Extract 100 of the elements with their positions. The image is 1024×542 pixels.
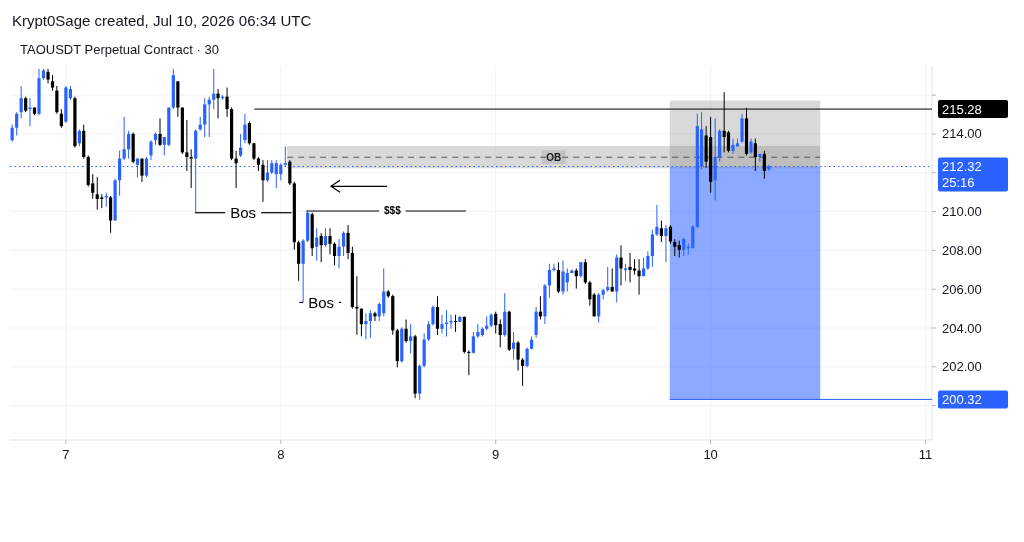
candlestick <box>561 260 565 296</box>
text: 25:16 <box>942 175 975 191</box>
candlestick <box>297 240 301 282</box>
candlestick <box>19 85 23 119</box>
candlestick <box>726 130 731 153</box>
candlestick <box>59 108 63 129</box>
candlestick <box>427 320 431 342</box>
x-tick-label: 8 <box>277 447 285 462</box>
candlestick <box>234 150 238 189</box>
candlestick <box>431 305 435 327</box>
candlestick <box>498 318 502 348</box>
candlestick <box>588 280 592 306</box>
candlestick <box>149 139 153 161</box>
candlestick <box>494 311 498 334</box>
candlestick <box>655 204 659 237</box>
candlestick <box>319 232 323 263</box>
candlestick <box>122 116 126 161</box>
candlestick <box>552 263 556 273</box>
candlestick <box>511 331 516 361</box>
candlestick <box>525 346 529 368</box>
ref-line-label: 200.32 <box>942 391 982 407</box>
x-tick-label: 10 <box>703 447 718 462</box>
candlestick <box>332 241 337 266</box>
candlestick <box>740 113 744 144</box>
candlestick <box>606 266 610 293</box>
candlestick <box>628 252 632 283</box>
candlestick <box>404 318 408 344</box>
y-tick-label: 206.00 <box>942 281 982 297</box>
candlestick <box>359 308 363 337</box>
candlestick <box>659 219 664 243</box>
candlestick <box>301 238 305 303</box>
candlestick <box>610 267 614 293</box>
candlestick <box>453 314 458 333</box>
candlestick <box>758 153 762 163</box>
candlestick <box>368 309 373 339</box>
ref-line-label: 212.32 <box>942 159 982 175</box>
candlestick <box>243 113 247 144</box>
candlestick <box>315 227 319 262</box>
candlestick <box>556 261 561 294</box>
candlestick <box>203 97 207 138</box>
candlestick <box>382 267 386 317</box>
y-tick-label: 204.00 <box>942 320 982 336</box>
candlestick <box>274 159 278 189</box>
candlestick <box>731 138 735 155</box>
candlestick <box>364 312 368 340</box>
candlestick <box>216 88 220 119</box>
candlestick <box>323 227 328 248</box>
candlestick <box>449 314 453 330</box>
candlestick <box>341 230 346 257</box>
candlestick <box>261 159 265 203</box>
x-tick-label: 11 <box>918 447 933 462</box>
y-tick-label: 210.00 <box>942 204 982 220</box>
candlestick <box>583 258 587 285</box>
chart-title: TAOUSDT Perpetual Contract · 30 <box>20 42 219 57</box>
candlestick <box>212 68 216 110</box>
candlestick <box>646 250 650 271</box>
candlestick <box>225 87 229 118</box>
candlestick <box>664 224 668 263</box>
candlestick <box>55 85 59 115</box>
candlestick <box>503 292 507 338</box>
candlestick <box>762 150 766 180</box>
y-tick-label: 208.00 <box>942 242 982 258</box>
candlestick <box>440 314 444 334</box>
candlestick <box>127 130 131 160</box>
candlestick <box>597 292 601 324</box>
candlestick <box>409 323 413 354</box>
candlestick <box>435 295 440 336</box>
candlestick <box>328 227 332 255</box>
candlestick <box>108 195 113 234</box>
candlestick <box>682 237 686 257</box>
candlestick <box>373 311 377 322</box>
ref-line-label: $$$ <box>384 205 402 217</box>
candlestick <box>516 340 520 372</box>
candlestick <box>15 111 19 136</box>
ref-line-label: Bos <box>230 204 257 222</box>
candlestick <box>95 176 99 211</box>
candlestick <box>534 306 538 339</box>
candlestick <box>189 148 193 189</box>
candlestick <box>520 357 525 387</box>
candlestick <box>346 224 350 260</box>
candlestick <box>467 349 471 376</box>
candlestick <box>619 244 623 287</box>
candlestick <box>637 258 641 296</box>
candlestick <box>753 138 757 172</box>
candlestick <box>547 263 552 299</box>
candlestick <box>247 121 252 146</box>
candlestick <box>158 117 162 147</box>
candlestick <box>337 238 341 269</box>
candlestick <box>355 275 359 336</box>
candlestick <box>288 159 292 186</box>
ref-line-label: Bos <box>308 293 334 311</box>
x-tick-label: 7 <box>62 447 70 462</box>
chart-subtitle: Krypt0Sage created, Jul 10, 2026 06:34 UTC <box>12 12 312 29</box>
candlestick <box>185 119 189 172</box>
candlestick <box>565 267 569 293</box>
y-tick-label: 214.00 <box>942 126 982 142</box>
ref-line-label: 215.28 <box>942 101 982 117</box>
candlestick <box>650 229 654 268</box>
y-tick-label: 202.00 <box>942 359 982 375</box>
x-tick-label: 9 <box>492 447 500 462</box>
